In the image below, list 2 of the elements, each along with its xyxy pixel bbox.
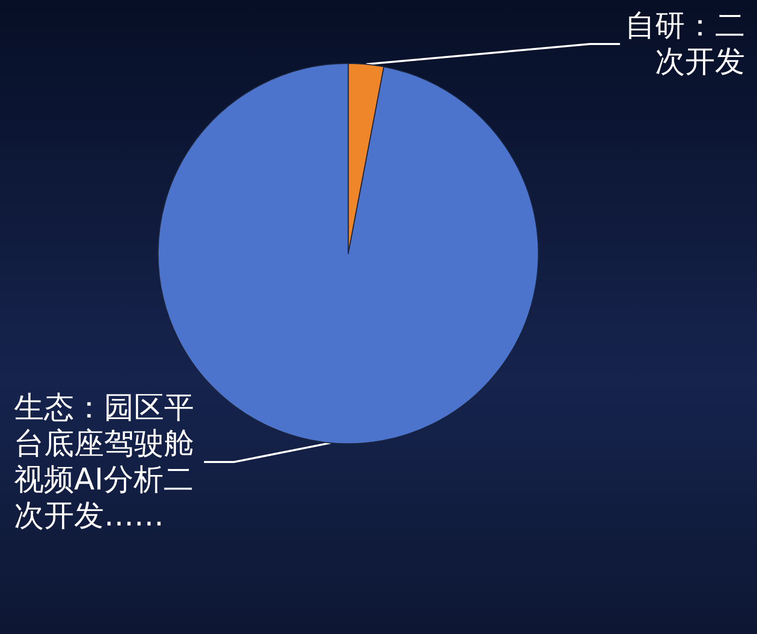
slice-label: 生态：园区平台底座驾驶舱视频AI分析二次开发…… xyxy=(14,390,194,534)
slice-label: 自研：二次开发 xyxy=(625,8,745,80)
